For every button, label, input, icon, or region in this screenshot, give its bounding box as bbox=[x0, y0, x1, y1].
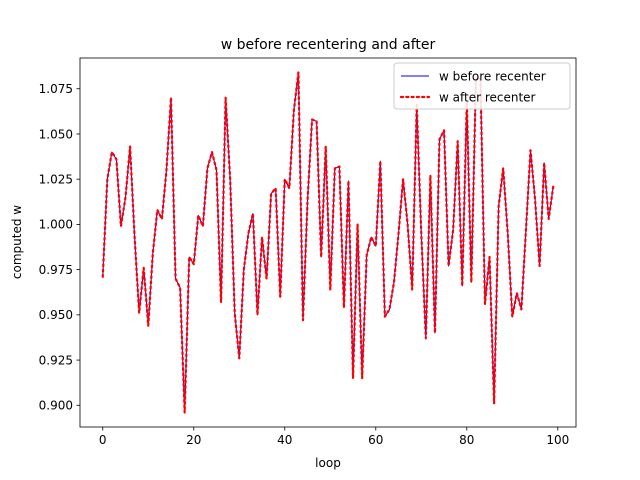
x-tick-label: 40 bbox=[277, 433, 292, 447]
y-axis-label: computed w bbox=[10, 205, 24, 279]
y-tick-label: 0.925 bbox=[39, 353, 73, 367]
y-tick-label: 0.900 bbox=[39, 399, 73, 413]
legend-label-2: w after recenter bbox=[439, 90, 536, 104]
y-tick-label: 1.050 bbox=[39, 127, 73, 141]
x-tick-label: 20 bbox=[186, 433, 201, 447]
legend: w before recenter w after recenter bbox=[393, 62, 571, 110]
chart-title: w before recentering and after bbox=[221, 37, 436, 53]
y-tick-label: 1.000 bbox=[39, 218, 73, 232]
x-tick-label: 80 bbox=[459, 433, 474, 447]
x-axis-label: loop bbox=[315, 456, 341, 470]
x-tick-label: 100 bbox=[546, 433, 569, 447]
y-tick-label: 0.975 bbox=[39, 263, 73, 277]
y-tick-label: 1.025 bbox=[39, 172, 73, 186]
legend-label-1: w before recenter bbox=[439, 69, 546, 83]
axes-frame bbox=[79, 57, 577, 428]
y-tick-label: 1.075 bbox=[39, 82, 73, 96]
x-tick-label: 60 bbox=[368, 433, 383, 447]
legend-box bbox=[393, 62, 571, 110]
y-tick-label: 0.950 bbox=[39, 308, 73, 322]
x-tick-label: 0 bbox=[99, 433, 107, 447]
